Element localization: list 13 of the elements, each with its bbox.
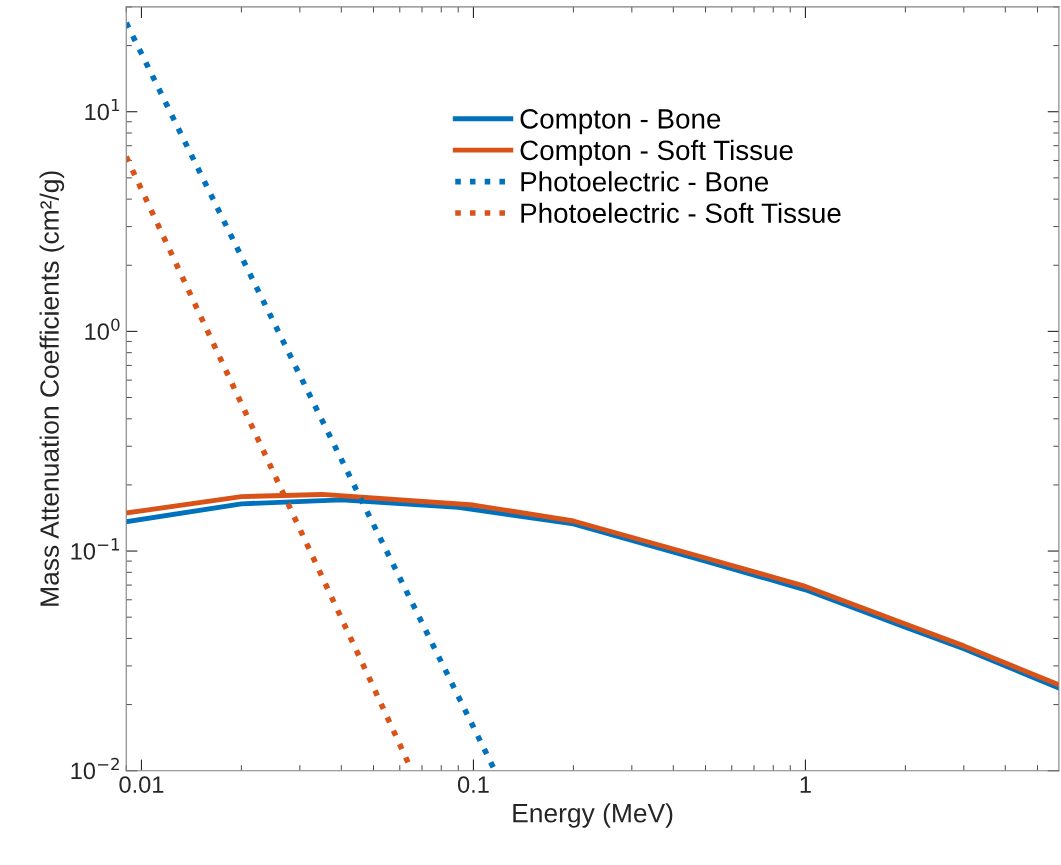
y-tick-label: 10$^{−2}$ bbox=[71, 757, 119, 780]
y-axis-title: Mass Attenuation Coefficients (cm²/g) bbox=[39, 171, 65, 606]
y-tick-label: 10$^{1}$ bbox=[85, 99, 120, 121]
legend-label: Photoelectric - Soft Tissue bbox=[521, 202, 841, 224]
x-tick-label: 1 bbox=[800, 776, 811, 793]
y-tick-label: 10$^{0}$ bbox=[85, 318, 120, 340]
legend-label: Photoelectric - Bone bbox=[521, 171, 769, 192]
x-tick-label: 0.01 bbox=[119, 776, 164, 793]
legend-label: Compton - Bone bbox=[520, 109, 721, 135]
x-tick-label: 0.1 bbox=[457, 776, 489, 793]
y-tick-label: 10$^{−1}$ bbox=[71, 538, 120, 560]
x-axis-title: Energy (MeV) bbox=[513, 803, 673, 828]
legend-label: Compton - Soft Tissue bbox=[520, 139, 793, 166]
